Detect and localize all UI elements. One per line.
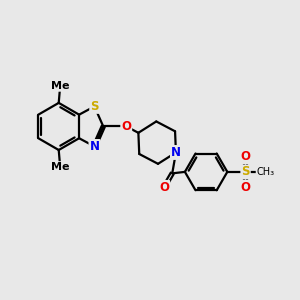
Text: Me: Me: [51, 81, 69, 91]
Text: N: N: [171, 146, 181, 159]
Text: CH₃: CH₃: [256, 167, 274, 177]
Text: Me: Me: [51, 162, 69, 172]
Text: O: O: [241, 181, 250, 194]
Text: S: S: [90, 100, 99, 113]
Text: N: N: [89, 140, 99, 153]
Text: O: O: [121, 120, 131, 133]
Text: O: O: [241, 150, 250, 163]
Text: O: O: [159, 181, 169, 194]
Text: S: S: [241, 165, 250, 178]
